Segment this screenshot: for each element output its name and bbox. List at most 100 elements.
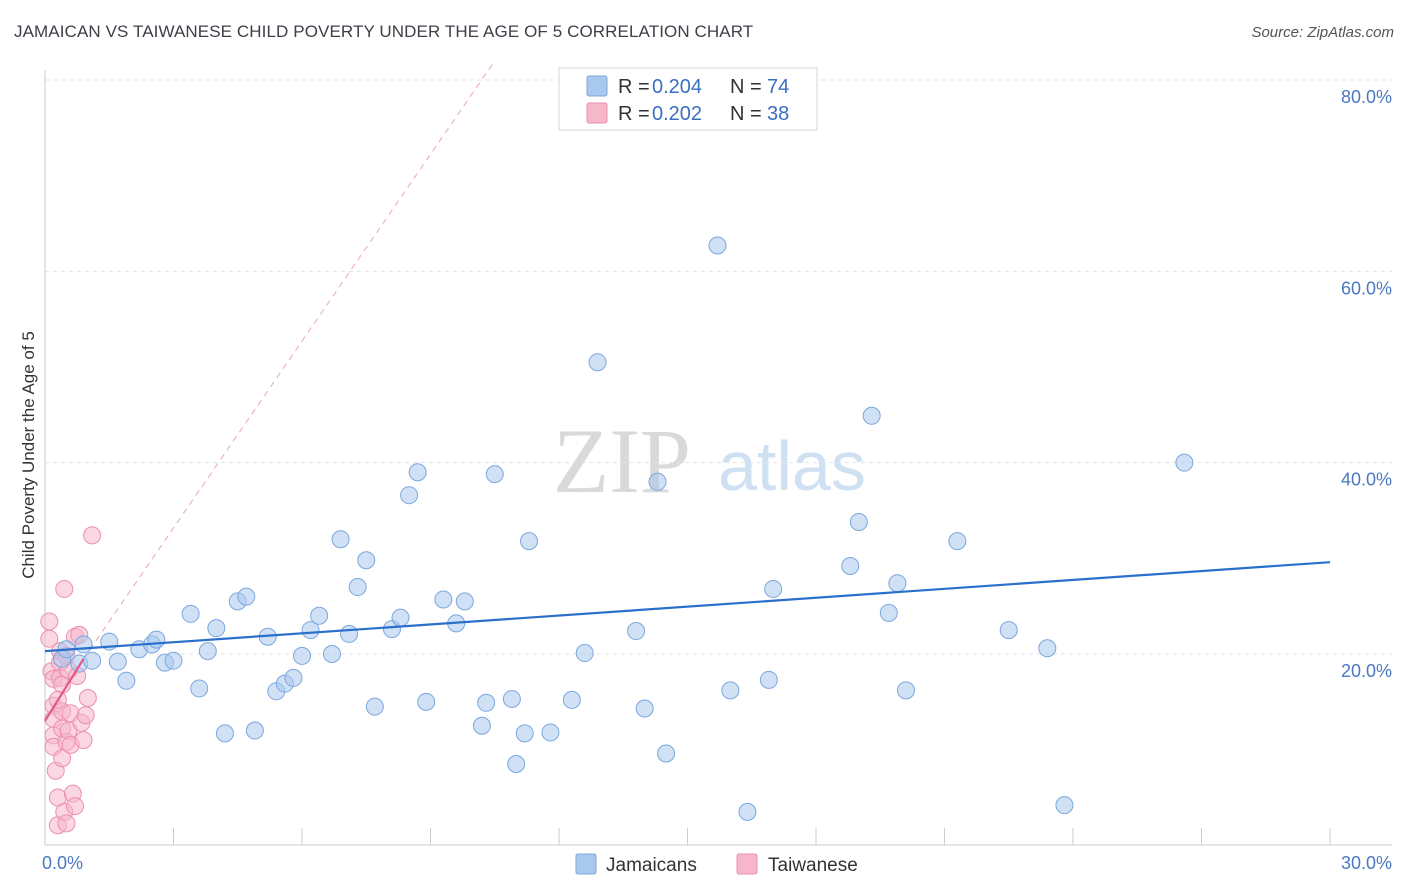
- data-point-jamaican: [485, 465, 504, 484]
- data-point-jamaican: [181, 604, 200, 623]
- data-point-taiwanese: [40, 629, 59, 648]
- bottom-legend-label-taiwanese: Taiwanese: [768, 855, 858, 876]
- data-point-jamaican: [74, 635, 93, 654]
- data-point-jamaican: [472, 716, 491, 735]
- data-point-jamaican: [708, 236, 727, 255]
- bottom-legend-swatch-taiwanese: [736, 853, 758, 875]
- data-point-taiwanese: [76, 706, 95, 725]
- data-point-jamaican: [1175, 453, 1194, 472]
- data-point-jamaican: [1038, 639, 1057, 658]
- axes: [44, 70, 1392, 846]
- data-point-taiwanese: [40, 612, 59, 631]
- watermark-zip: ZIP: [553, 410, 691, 512]
- watermark: ZIP atlas: [553, 410, 866, 512]
- data-point-jamaican: [648, 472, 667, 491]
- x-tick-labels: 0.0% 30.0%: [42, 853, 1392, 873]
- data-point-jamaican: [948, 532, 967, 551]
- legend-r-value-2: 0.202: [652, 103, 702, 125]
- legend: R = 0.204 N = 74 R = 0.202 N = 38: [558, 67, 818, 131]
- bottom-legend-label-jamaicans: Jamaicans: [606, 855, 697, 876]
- watermark-atlas: atlas: [718, 427, 866, 505]
- y-tick-label: 80.0%: [1341, 87, 1392, 107]
- data-point-jamaican: [477, 693, 496, 712]
- legend-n-label-1: N =: [730, 76, 762, 98]
- trend-line-taiwanese: [44, 658, 85, 722]
- trend-line-jamaicans: [44, 561, 1331, 653]
- y-tick-label: 20.0%: [1341, 661, 1392, 681]
- x-tick-label: 0.0%: [42, 853, 83, 873]
- data-point-taiwanese: [65, 797, 84, 816]
- data-point-taiwanese: [74, 731, 93, 750]
- data-point-jamaican: [301, 621, 320, 640]
- source-credit: Source: ZipAtlas.com: [1251, 24, 1394, 41]
- data-point-taiwanese: [78, 689, 97, 708]
- data-point-jamaican: [117, 671, 136, 690]
- data-point-jamaican: [562, 690, 581, 709]
- series-jamaicans: [44, 236, 1331, 821]
- data-point-jamaican: [999, 621, 1018, 640]
- data-point-jamaican: [515, 724, 534, 743]
- data-point-jamaican: [207, 619, 226, 638]
- data-point-jamaican: [310, 606, 329, 625]
- legend-r-label-1: R =: [618, 76, 650, 98]
- legend-r-label-2: R =: [618, 103, 650, 125]
- data-point-jamaican: [896, 681, 915, 700]
- y-axis-label: Child Poverty Under the Age of 5: [19, 331, 38, 579]
- y-tick-label: 60.0%: [1341, 278, 1392, 298]
- data-point-jamaican: [164, 651, 183, 670]
- data-point-taiwanese: [83, 526, 102, 545]
- data-point-jamaican: [635, 699, 654, 718]
- bottom-legend: Jamaicans Taiwanese: [575, 853, 858, 876]
- data-point-jamaican: [400, 486, 419, 505]
- data-point-jamaican: [340, 624, 359, 643]
- data-point-jamaican: [190, 679, 209, 698]
- data-point-jamaican: [417, 692, 436, 711]
- data-point-jamaican: [455, 592, 474, 611]
- data-point-jamaican: [434, 590, 453, 609]
- x-tick-label: 30.0%: [1341, 853, 1392, 873]
- data-point-jamaican: [721, 681, 740, 700]
- data-point-jamaican: [215, 724, 234, 743]
- legend-n-value-1: 74: [767, 76, 789, 98]
- data-point-jamaican: [657, 744, 676, 763]
- legend-n-value-2: 38: [767, 103, 789, 125]
- data-point-taiwanese: [57, 814, 76, 833]
- data-point-jamaican: [293, 646, 311, 665]
- data-point-jamaican: [365, 697, 384, 716]
- data-point-jamaican: [575, 644, 594, 663]
- data-point-jamaican: [1055, 796, 1074, 815]
- data-point-jamaican: [520, 532, 539, 551]
- data-point-jamaican: [849, 512, 868, 531]
- trend-lines: [83, 60, 496, 660]
- data-point-jamaican: [888, 574, 907, 593]
- data-point-jamaican: [759, 670, 778, 689]
- data-point-jamaican: [738, 802, 757, 821]
- y-tick-labels: 20.0% 40.0% 60.0% 80.0%: [1341, 87, 1392, 681]
- data-point-jamaican: [764, 579, 783, 598]
- data-point-jamaican: [357, 551, 376, 570]
- trend-line-taiwanese-extended: [83, 60, 496, 660]
- data-point-taiwanese: [55, 579, 74, 598]
- data-point-jamaican: [147, 630, 166, 649]
- chart-title: JAMAICAN VS TAIWANESE CHILD POVERTY UNDE…: [14, 22, 754, 41]
- legend-swatch-jamaicans: [586, 75, 608, 97]
- data-point-jamaican: [108, 652, 127, 671]
- data-point-jamaican: [502, 689, 521, 708]
- data-point-jamaican: [391, 608, 410, 627]
- data-point-jamaican: [237, 587, 256, 606]
- data-point-jamaican: [322, 645, 341, 663]
- data-point-jamaican: [331, 530, 350, 549]
- data-point-jamaican: [862, 406, 881, 425]
- legend-swatch-taiwanese: [586, 102, 608, 124]
- data-point-jamaican: [83, 651, 102, 670]
- gridlines: [45, 79, 1392, 655]
- data-point-jamaican: [198, 642, 217, 661]
- data-point-jamaican: [348, 578, 367, 597]
- data-point-jamaican: [284, 668, 303, 687]
- legend-n-label-2: N =: [730, 103, 762, 125]
- data-point-jamaican: [627, 622, 646, 641]
- legend-r-value-1: 0.204: [652, 76, 702, 98]
- data-point-jamaican: [879, 603, 898, 622]
- data-point-jamaican: [588, 353, 607, 372]
